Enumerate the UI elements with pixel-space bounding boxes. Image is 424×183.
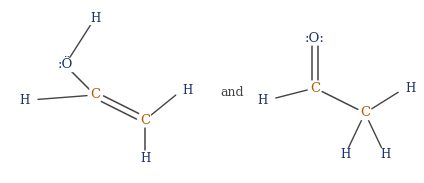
Text: :O:: :O:: [305, 31, 325, 44]
Text: H: H: [20, 94, 30, 107]
Text: C: C: [360, 107, 370, 119]
Text: C: C: [90, 89, 100, 102]
Text: H: H: [90, 12, 100, 25]
Text: H: H: [182, 83, 192, 96]
Text: C: C: [310, 81, 320, 94]
Text: H: H: [405, 81, 415, 94]
Text: H: H: [380, 148, 390, 162]
Text: H: H: [340, 148, 350, 162]
Text: H: H: [140, 152, 150, 165]
Text: :Ö: :Ö: [57, 59, 73, 72]
Text: H: H: [258, 94, 268, 107]
Text: C: C: [140, 113, 150, 126]
Text: and: and: [220, 85, 244, 98]
